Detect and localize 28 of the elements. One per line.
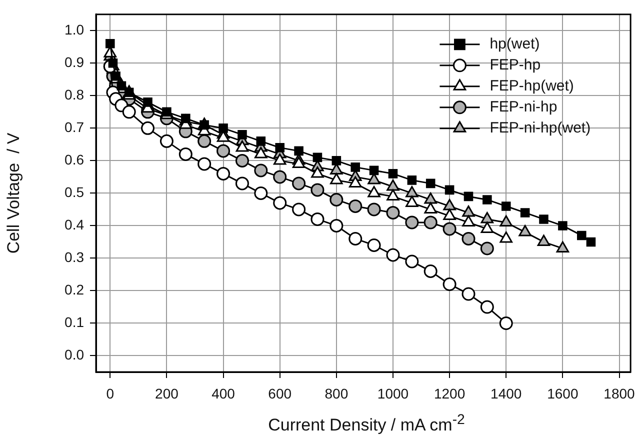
x-tick-label: 1000 (377, 385, 409, 402)
legend-label: FEP-ni-hp(wet) (490, 120, 591, 137)
x-tick-label: 1600 (547, 385, 578, 402)
legend-label: FEP-hp(wet) (490, 78, 574, 95)
y-tick-label: 0.2 (64, 282, 84, 298)
y-tick-label: 0.0 (64, 346, 84, 363)
legend-label: FEP-ni-hp (490, 98, 558, 116)
y-tick-label: 0.3 (64, 249, 84, 266)
x-tick-label: 800 (324, 385, 348, 402)
legend-label: FEP-hp (490, 56, 541, 74)
x-tick-label: 1200 (434, 385, 466, 402)
y-tick-label: 0.6 (64, 152, 84, 168)
y-axis-title: Cell Voltage / V (4, 132, 23, 254)
y-tick-label: 1.0 (64, 22, 84, 38)
y-tick-label: 0.9 (64, 54, 84, 70)
y-tick-label: 0.7 (64, 119, 84, 136)
x-tick-label: 1400 (490, 385, 522, 402)
x-tick-label: 600 (268, 385, 292, 402)
x-tick-label: 1800 (604, 385, 636, 402)
x-axis-title: Current Density / mA cm$^{-2}$ (267, 412, 466, 436)
y-tick-label: 0.4 (64, 216, 84, 233)
x-tick-label: 200 (155, 385, 179, 402)
legend-label: hp(wet) (490, 36, 540, 53)
x-tick-label: 400 (212, 385, 236, 402)
x-tick-label: 0 (106, 385, 114, 402)
y-tick-label: 0.5 (64, 184, 84, 200)
y-tick-label: 0.8 (64, 86, 84, 103)
y-tick-label: 0.1 (64, 314, 84, 330)
